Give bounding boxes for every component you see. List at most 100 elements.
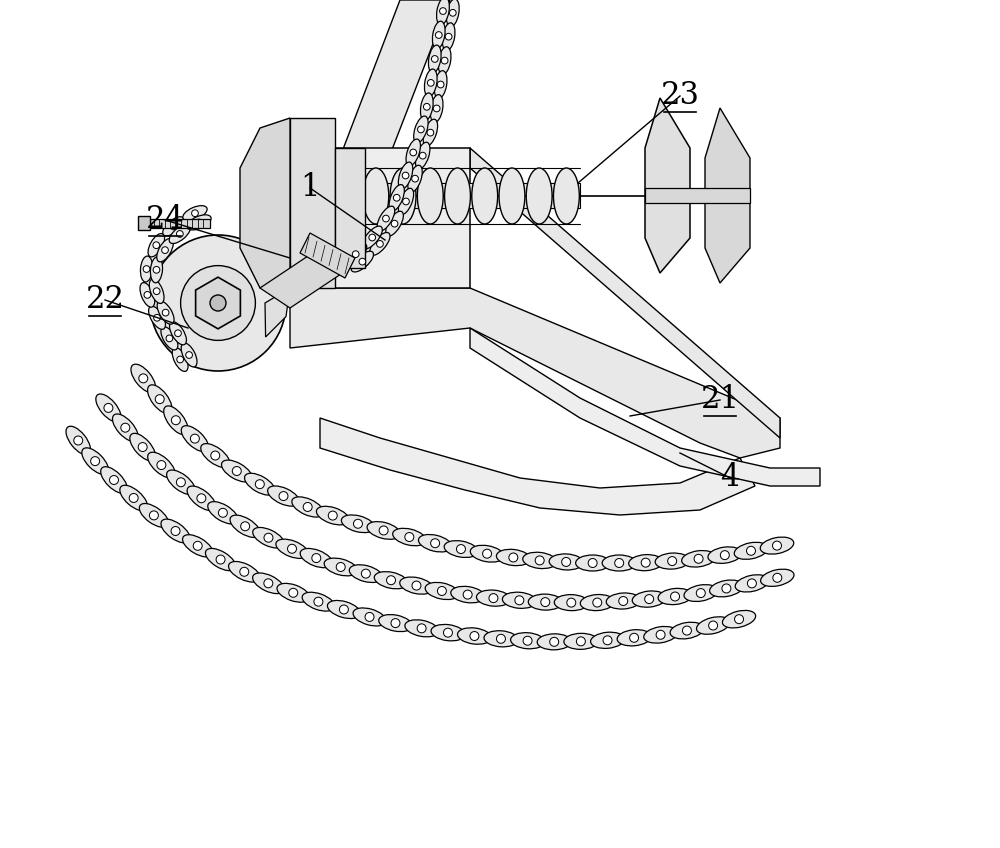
Circle shape bbox=[576, 637, 585, 646]
Circle shape bbox=[412, 581, 421, 590]
Ellipse shape bbox=[437, 0, 449, 25]
Text: 4: 4 bbox=[720, 462, 740, 494]
Ellipse shape bbox=[710, 580, 743, 597]
Ellipse shape bbox=[370, 232, 390, 255]
Circle shape bbox=[211, 451, 220, 460]
Circle shape bbox=[619, 596, 628, 605]
Circle shape bbox=[773, 541, 781, 550]
Ellipse shape bbox=[187, 486, 216, 510]
Ellipse shape bbox=[564, 633, 598, 650]
Ellipse shape bbox=[181, 426, 208, 452]
Text: 21: 21 bbox=[700, 384, 740, 416]
Ellipse shape bbox=[472, 168, 498, 224]
Ellipse shape bbox=[400, 577, 433, 594]
Circle shape bbox=[423, 103, 430, 110]
Ellipse shape bbox=[161, 326, 178, 350]
Polygon shape bbox=[290, 288, 780, 458]
Polygon shape bbox=[138, 216, 150, 230]
Ellipse shape bbox=[553, 168, 579, 224]
Ellipse shape bbox=[537, 633, 571, 650]
Circle shape bbox=[383, 215, 389, 222]
Circle shape bbox=[391, 220, 398, 227]
Circle shape bbox=[437, 81, 444, 88]
Circle shape bbox=[593, 598, 602, 607]
Ellipse shape bbox=[208, 502, 238, 524]
Circle shape bbox=[353, 519, 362, 528]
Ellipse shape bbox=[157, 301, 174, 324]
Ellipse shape bbox=[150, 257, 163, 282]
Circle shape bbox=[588, 559, 597, 567]
Ellipse shape bbox=[420, 93, 433, 120]
Circle shape bbox=[445, 33, 452, 40]
Polygon shape bbox=[290, 0, 450, 288]
Ellipse shape bbox=[528, 594, 562, 610]
Ellipse shape bbox=[187, 215, 211, 230]
Ellipse shape bbox=[734, 542, 768, 560]
Circle shape bbox=[523, 636, 532, 645]
Circle shape bbox=[177, 356, 184, 363]
Ellipse shape bbox=[302, 592, 335, 611]
Circle shape bbox=[171, 416, 180, 425]
Circle shape bbox=[361, 569, 370, 578]
Circle shape bbox=[232, 466, 241, 476]
Ellipse shape bbox=[163, 217, 184, 236]
Ellipse shape bbox=[161, 519, 190, 543]
Circle shape bbox=[456, 544, 465, 554]
Ellipse shape bbox=[406, 139, 420, 166]
Circle shape bbox=[437, 587, 446, 595]
Ellipse shape bbox=[139, 504, 168, 527]
Ellipse shape bbox=[591, 632, 624, 649]
Ellipse shape bbox=[430, 95, 443, 122]
Circle shape bbox=[535, 556, 544, 565]
Ellipse shape bbox=[327, 600, 360, 618]
Circle shape bbox=[143, 265, 150, 272]
Text: 23: 23 bbox=[660, 81, 700, 111]
Ellipse shape bbox=[418, 534, 452, 552]
Circle shape bbox=[393, 194, 400, 201]
Circle shape bbox=[110, 476, 118, 484]
Ellipse shape bbox=[722, 611, 756, 628]
Circle shape bbox=[150, 235, 286, 371]
Polygon shape bbox=[470, 328, 820, 486]
Circle shape bbox=[216, 555, 225, 564]
Ellipse shape bbox=[389, 185, 404, 211]
Ellipse shape bbox=[458, 628, 491, 644]
Ellipse shape bbox=[442, 23, 455, 51]
Circle shape bbox=[154, 315, 160, 321]
Circle shape bbox=[402, 172, 409, 179]
Circle shape bbox=[541, 598, 550, 606]
Circle shape bbox=[240, 567, 249, 577]
Circle shape bbox=[391, 618, 400, 628]
Ellipse shape bbox=[253, 527, 284, 548]
Circle shape bbox=[603, 636, 612, 644]
Ellipse shape bbox=[276, 539, 308, 558]
Polygon shape bbox=[470, 148, 780, 438]
Circle shape bbox=[153, 266, 160, 273]
Ellipse shape bbox=[423, 120, 438, 146]
Ellipse shape bbox=[149, 306, 165, 329]
Ellipse shape bbox=[576, 555, 610, 571]
Ellipse shape bbox=[445, 168, 470, 224]
Ellipse shape bbox=[499, 168, 525, 224]
Ellipse shape bbox=[446, 0, 459, 26]
Ellipse shape bbox=[684, 584, 718, 601]
Ellipse shape bbox=[169, 225, 190, 243]
Circle shape bbox=[153, 242, 160, 248]
Ellipse shape bbox=[229, 561, 260, 582]
Ellipse shape bbox=[606, 593, 640, 609]
Circle shape bbox=[449, 9, 456, 16]
Circle shape bbox=[190, 434, 199, 444]
Ellipse shape bbox=[345, 243, 367, 265]
Circle shape bbox=[656, 630, 665, 639]
Circle shape bbox=[747, 579, 756, 588]
Ellipse shape bbox=[316, 506, 349, 525]
Circle shape bbox=[387, 576, 395, 584]
Circle shape bbox=[336, 562, 345, 572]
Ellipse shape bbox=[379, 615, 412, 632]
Ellipse shape bbox=[502, 592, 536, 608]
Ellipse shape bbox=[761, 569, 794, 587]
Ellipse shape bbox=[470, 545, 504, 562]
Circle shape bbox=[463, 590, 472, 599]
Ellipse shape bbox=[644, 627, 677, 643]
Ellipse shape bbox=[602, 555, 636, 571]
